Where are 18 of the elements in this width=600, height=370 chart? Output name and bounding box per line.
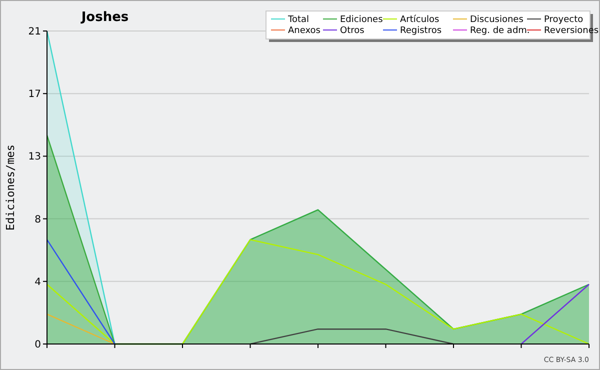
y-tick-label: 13 [28, 152, 41, 163]
legend-label: Ediciones [340, 15, 384, 26]
y-tick-label: 21 [28, 26, 41, 38]
legend-label: Reg. de adm. [470, 26, 530, 36]
y-tick-label: 8 [34, 214, 41, 226]
y-tick-label: 4 [34, 276, 41, 288]
legend-label: Total [287, 15, 310, 26]
legend-label: Artículos [400, 14, 440, 26]
legend-label: Registros [400, 26, 442, 36]
legend-label: Reversiones [544, 26, 599, 36]
y-tick-label: 17 [28, 89, 41, 100]
chart-title: Joshes [80, 10, 129, 25]
y-tick-label: 0 [34, 340, 41, 350]
legend-label: Otros [340, 26, 365, 36]
y-axis-title: Ediciones/mes [4, 144, 17, 231]
legend-label: Discusiones [470, 15, 524, 26]
legend-label: Proyecto [544, 15, 584, 26]
legend-label: Anexos [288, 26, 321, 36]
